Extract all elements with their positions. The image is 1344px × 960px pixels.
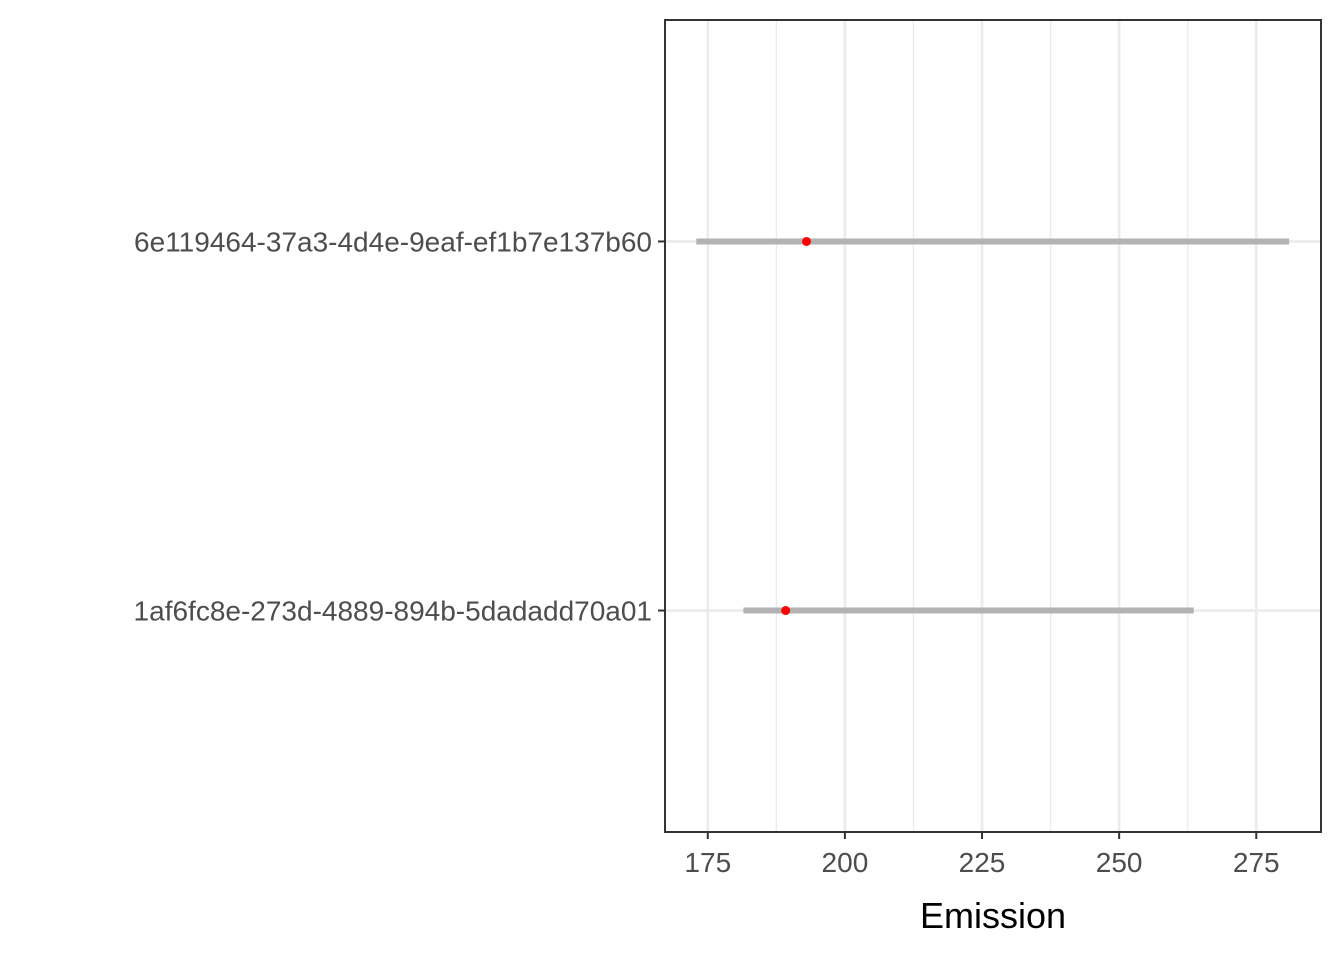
x-tick-label: 250 — [1096, 847, 1143, 878]
x-axis-title: Emission — [920, 895, 1066, 936]
y-axis: 1af6fc8e-273d-4889-894b-5dadadd70a01 6e11… — [134, 226, 665, 627]
intervals — [696, 238, 1290, 614]
x-tick-label: 175 — [684, 847, 731, 878]
estimate-point — [802, 236, 812, 246]
panel-border — [664, 19, 1322, 833]
estimate-point — [781, 606, 791, 616]
x-tick-label: 275 — [1233, 847, 1280, 878]
points — [781, 236, 812, 616]
grid — [665, 20, 1321, 832]
x-axis: 175 200 225 250 275 — [684, 832, 1280, 878]
x-tick-label: 225 — [959, 847, 1006, 878]
y-tick-label: 6e119464-37a3-4d4e-9eaf-ef1b7e137b60 — [134, 226, 652, 257]
y-tick-label: 1af6fc8e-273d-4889-894b-5dadadd70a01 — [134, 596, 652, 627]
x-tick-label: 200 — [822, 847, 869, 878]
